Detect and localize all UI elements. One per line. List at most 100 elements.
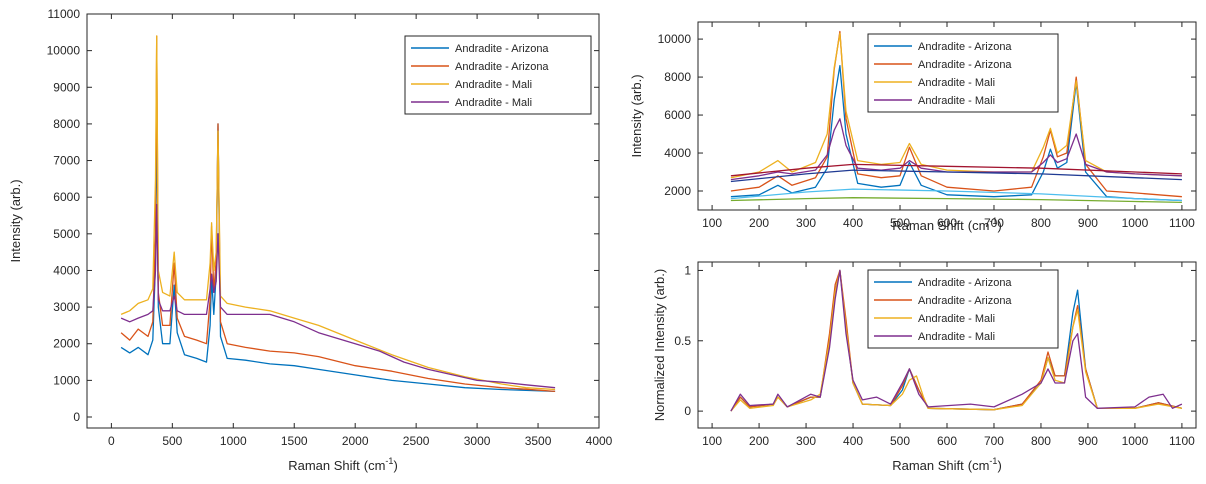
series-line [730,169,1182,183]
x-axis-label-close: ) [393,458,397,473]
x-tick-label: 300 [796,216,816,230]
series-line [120,35,556,391]
x-axis-label-sup: -1 [989,456,997,466]
x-tick-label: 3500 [525,434,552,448]
chart-normalized-spectrum: 100 200 300 400 500 600 700 800 900 1000 1100 0 0.5 1… [652,261,1197,473]
legend-entry: Andradite - Arizona [918,295,1012,307]
x-tick-label: 900 [1078,434,1098,448]
y-tick-label: 11000 [48,7,81,21]
x-tick-label: 1100 [1169,434,1195,448]
x-tick-label: 1000 [1122,216,1149,230]
legend-box [404,35,592,115]
y-axis-label: Intensity (arb.) [629,74,644,157]
x-axis-label-close: ) [997,218,1001,233]
series-line [120,203,556,389]
x-tick-label: 3000 [464,434,491,448]
series-line [730,269,1183,412]
x-tick-label: 700 [984,434,1004,448]
x-tick-label: 700 [984,216,1004,230]
legend-entry: Andradite - Mali [455,97,532,109]
legend-entry: Andradite - Arizona [918,59,1012,71]
legend: Andradite - Arizona Andradite - Arizona An… [867,269,1059,349]
legend-entry: Andradite - Arizona [918,277,1012,289]
legend-entry: Andradite - Arizona [455,61,549,73]
x-axis-label: Raman Shift (cm-1) [892,216,1002,233]
x-axis-label: Raman Shift (cm-1) [892,456,1002,473]
series-line [730,197,1182,204]
y-tick-label: 4000 [53,263,80,277]
x-tick-label: 0 [108,434,115,448]
x-tick-label: 400 [843,434,863,448]
x-tick-label: 1500 [281,434,308,448]
x-tick-label: 600 [937,434,957,448]
y-axis-label: Intensity (arb.) [8,179,23,262]
legend-box [867,269,1059,349]
x-tick-label: 500 [890,216,910,230]
y-tick-label: 10000 [658,32,692,46]
y-tick-label: 0 [684,404,691,418]
legend-entry: Andradite - Mali [918,77,995,89]
series-line [730,188,1182,202]
x-tick-label: 400 [843,216,863,230]
x-tick-label: 1100 [1169,216,1195,230]
x-axis-label-unit: (cm [364,458,386,473]
legend-entry: Andradite - Arizona [918,41,1012,53]
x-tick-label: 500 [890,434,910,448]
y-tick-label: 1 [684,263,691,277]
legend: Andradite - Arizona Andradite - Arizona An… [404,35,592,115]
y-tick-label: 8000 [53,117,80,131]
y-tick-label: 3000 [53,300,80,314]
y-axis-label: Normalized Intensity (arb.) [652,269,667,421]
y-tick-label: 5000 [53,227,80,241]
x-tick-label: 200 [749,216,769,230]
x-tick-label: 4000 [586,434,613,448]
legend: Andradite - Arizona Andradite - Arizona An… [867,33,1059,113]
x-axis-label-text: Raman Shift [892,218,964,233]
x-tick-label: 500 [162,434,182,448]
x-tick-label: 800 [1031,216,1051,230]
y-tick-label: 6000 [664,108,691,122]
x-axis-label-unit: (cm [968,218,990,233]
y-tick-label: 10000 [47,44,81,58]
x-axis-label: Raman Shift (cm-1) [288,456,398,473]
y-tick-label: 4000 [664,146,691,160]
x-tick-label: 2000 [342,434,369,448]
x-tick-label: 600 [937,216,957,230]
x-tick-label: 900 [1078,216,1098,230]
x-axis-label-sup: -1 [385,456,393,466]
y-tick-label: 0.5 [674,334,691,348]
y-tick-label: 9000 [53,80,80,94]
y-tick-label: 2000 [53,337,80,351]
chart-full-spectrum: 0 500 1000 1500 2000 2500 3000 3500 4000 0 1000 200… [8,7,613,473]
x-tick-label: 100 [702,434,722,448]
legend-entry: Andradite - Mali [918,95,995,107]
y-tick-label: 1000 [53,373,80,387]
legend-entry: Andradite - Mali [918,313,995,325]
legend-entry: Andradite - Mali [918,331,995,343]
x-axis-label-close: ) [997,458,1001,473]
series-line [730,32,1182,179]
y-tick-label: 6000 [53,190,80,204]
x-tick-label: 300 [796,434,816,448]
y-tick-label: 0 [73,410,80,424]
x-tick-label: 1000 [220,434,247,448]
y-tick-label: 8000 [664,70,691,84]
y-tick-label: 2000 [664,184,691,198]
x-axis-label-text: Raman Shift [892,458,964,473]
chart-zoomed-spectrum: 100 200 300 400 500 600 700 800 900 1000 1100 2000 4… [629,21,1197,233]
series-line [730,269,1183,412]
x-axis-label-unit: (cm [968,458,990,473]
y-tick-label: 7000 [53,154,80,168]
series-line [730,163,1182,177]
legend-entry: Andradite - Mali [455,79,532,91]
legend-entry: Andradite - Arizona [455,43,549,55]
x-axis-label-sup: -1 [989,216,997,226]
x-tick-label: 100 [702,216,722,230]
legend-box [867,33,1059,113]
x-tick-label: 1000 [1122,434,1149,448]
x-tick-label: 200 [749,434,769,448]
x-tick-label: 800 [1031,434,1051,448]
x-axis-label-text: Raman Shift [288,458,360,473]
x-tick-label: 2500 [403,434,430,448]
